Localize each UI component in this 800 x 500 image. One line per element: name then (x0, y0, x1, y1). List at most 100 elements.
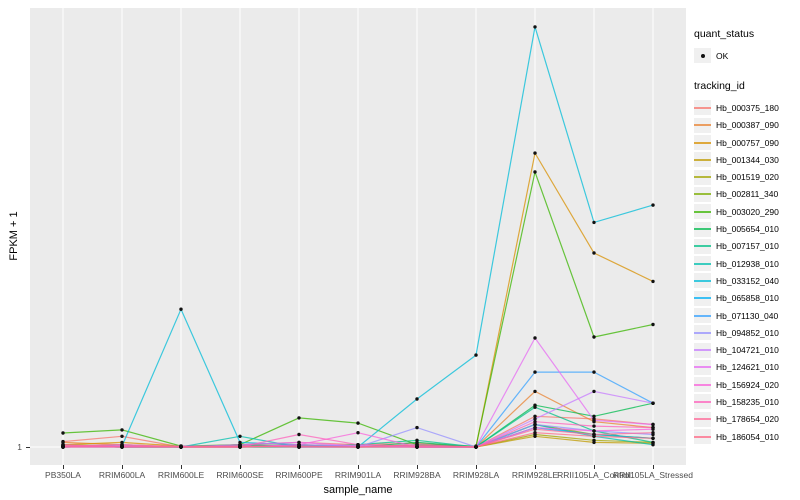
data-point (179, 307, 183, 311)
legend-key-box (694, 394, 711, 410)
data-point (533, 417, 537, 421)
data-point (533, 389, 537, 394)
x-tick-label: RRII105LA_Control (557, 470, 631, 480)
legend-key-box (694, 100, 711, 116)
data-point (297, 416, 301, 420)
legend-key-box (694, 411, 711, 427)
x-tick-label: RRII105LA_Stressed (613, 470, 693, 480)
x-tick-mark (122, 465, 123, 469)
legend-item-label: Hb_158235_010 (716, 396, 779, 407)
legend-line-swatch (694, 245, 711, 248)
legend-line-swatch (694, 176, 711, 179)
data-point (592, 251, 596, 255)
x-tick-label: PB350LA (45, 470, 81, 480)
legend-item-label: Hb_156924_020 (716, 379, 779, 390)
legend-item-label: Hb_005654_010 (716, 224, 779, 235)
legend-item-label: Hb_003020_290 (716, 206, 779, 217)
data-point (415, 443, 419, 447)
legend-item-label: Hb_178654_020 (716, 414, 779, 425)
x-tick-mark (358, 465, 359, 469)
legend-line-swatch (694, 435, 711, 438)
data-point (592, 335, 596, 339)
legend-key-box (694, 342, 711, 358)
data-point (415, 438, 419, 442)
legend-item-Hb_178654_020: Hb_178654_020 (694, 411, 798, 428)
legend-line-swatch (694, 279, 711, 282)
legend-item-label: Hb_104721_010 (716, 345, 779, 356)
legend-line-swatch (694, 297, 711, 300)
y-tick-mark (26, 447, 30, 448)
data-point (533, 370, 537, 374)
data-point (356, 431, 360, 435)
legend-item-label: Hb_000387_090 (716, 120, 779, 131)
legend-key-box (694, 308, 711, 323)
legend-key-box (694, 152, 711, 168)
legend-key-box (694, 169, 711, 185)
legend-line-swatch (694, 383, 711, 386)
x-tick-mark (476, 465, 477, 469)
x-tick-mark (417, 465, 418, 469)
data-point (415, 425, 419, 430)
x-tick-label: RRIM600PE (275, 470, 323, 480)
legend-item-Hb_003020_290: Hb_003020_290 (694, 203, 798, 220)
data-point (61, 431, 65, 435)
legend-item-label: Hb_094852_010 (716, 327, 779, 338)
data-point (356, 421, 360, 425)
x-tick-mark (653, 465, 654, 469)
data-point (533, 427, 537, 431)
data-point (651, 443, 655, 447)
legend-title-tracking-id: tracking_id (694, 80, 745, 93)
legend-key-box (694, 256, 711, 272)
legend-item-Hb_158235_010: Hb_158235_010 (694, 393, 798, 410)
legend-item-label: Hb_033152_040 (716, 275, 779, 286)
legend-line-swatch (694, 193, 711, 196)
data-point (592, 429, 596, 433)
y-axis-title: FPKM + 1 (8, 211, 20, 261)
data-point (592, 438, 596, 442)
x-tick-label: RRIM600LE (157, 470, 205, 480)
data-point (61, 445, 65, 449)
data-point (651, 322, 655, 327)
legend-key-box (694, 273, 711, 289)
data-point (533, 422, 537, 427)
legend-item-Hb_000757_090: Hb_000757_090 (694, 134, 798, 151)
legend-line-swatch (694, 400, 711, 403)
legend-item-Hb_094852_010: Hb_094852_010 (694, 324, 798, 341)
data-point (592, 418, 596, 422)
data-point (297, 444, 301, 448)
x-tick-label: RRIM928LA (452, 470, 500, 480)
legend-key-box (694, 48, 711, 64)
data-point (356, 445, 360, 449)
legend-key-box (694, 359, 711, 375)
legend-line-swatch (694, 366, 711, 369)
data-point (651, 422, 655, 427)
legend-item-label: Hb_071130_040 (716, 310, 779, 321)
data-point (651, 203, 655, 207)
x-tick-mark (535, 465, 536, 469)
data-point (533, 151, 537, 155)
legend-item-Hb_033152_040: Hb_033152_040 (694, 272, 798, 289)
legend-line-swatch (694, 314, 711, 317)
legend-line-swatch (694, 158, 711, 161)
legend-item-Hb_001344_030: Hb_001344_030 (694, 151, 798, 168)
legend-tracking-id: tracking_id Hb_000375_180 Hb_000387_090 Hb… (694, 80, 798, 445)
x-tick-label: RRIM901LA (334, 470, 382, 480)
x-tick-mark (240, 465, 241, 469)
legend-key-box (694, 204, 711, 220)
data-point (474, 353, 478, 357)
data-point (651, 425, 655, 430)
legend-item-label: Hb_000375_180 (716, 102, 779, 113)
data-point (651, 279, 655, 284)
legend-key-box (694, 186, 711, 202)
legend-item-Hb_007157_010: Hb_007157_010 (694, 238, 798, 255)
legend-line-swatch (694, 349, 711, 352)
legend-item-Hb_002811_340: Hb_002811_340 (694, 186, 798, 203)
x-tick-label: RRIM928BA (393, 470, 441, 480)
legend-item-Hb_065858_010: Hb_065858_010 (694, 290, 798, 307)
x-tick-label: RRIM600LA (98, 470, 146, 480)
legend-key-box (694, 377, 711, 393)
x-tick-label: RRIM928LE (511, 470, 559, 480)
legend-key-box (694, 325, 711, 341)
point-marker-icon (700, 53, 705, 58)
